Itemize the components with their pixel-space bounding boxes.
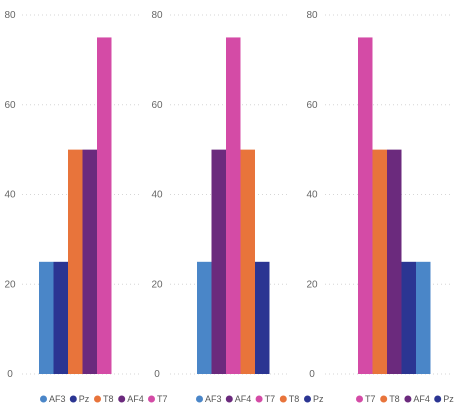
legend-label: T8 xyxy=(103,394,114,404)
bar-af4 xyxy=(211,149,226,374)
legend-label: AF4 xyxy=(235,394,252,404)
y-tick-label: 40 xyxy=(306,190,318,201)
legend-marker xyxy=(225,395,233,403)
bar-af4 xyxy=(387,149,402,374)
legend-label: T7 xyxy=(365,394,376,404)
bar-pz xyxy=(401,261,416,374)
y-tick-label: 20 xyxy=(4,279,16,290)
y-tick-label: 60 xyxy=(306,100,318,111)
legend-label: AF4 xyxy=(413,394,430,404)
bar-af3 xyxy=(416,261,431,374)
bar-pz xyxy=(255,261,270,374)
legend-marker xyxy=(94,395,101,403)
legend-label: Pz xyxy=(79,394,90,404)
y-tick-label: 0 xyxy=(154,369,160,380)
legend-marker xyxy=(380,395,388,403)
legend-label: AF3 xyxy=(49,394,66,404)
legend-label: T7 xyxy=(157,394,168,404)
y-tick-label: 40 xyxy=(4,190,16,201)
bar-pz xyxy=(53,261,68,374)
legend-marker xyxy=(279,395,287,403)
legend-marker xyxy=(434,395,442,403)
legend-marker xyxy=(196,395,203,403)
bar-af3 xyxy=(39,261,54,374)
bar-af3 xyxy=(197,261,212,374)
legend-marker xyxy=(404,395,412,403)
legend-label: AF4 xyxy=(127,394,144,404)
y-tick-label: 20 xyxy=(151,279,163,290)
bar-t8 xyxy=(68,149,83,374)
y-tick-label: 20 xyxy=(306,279,318,290)
legend-marker xyxy=(40,395,47,403)
y-tick-label: 60 xyxy=(151,100,163,111)
legend-marker xyxy=(304,395,311,403)
bar-t8 xyxy=(372,149,387,374)
bar-t8 xyxy=(240,149,255,374)
legend-label: AF3 xyxy=(205,394,222,404)
bar-t7 xyxy=(226,37,241,374)
y-tick-label: 0 xyxy=(7,369,13,380)
bar-t7 xyxy=(97,37,112,374)
legend-label: T7 xyxy=(265,394,276,404)
legend-marker xyxy=(356,395,363,403)
legend-label: Pz xyxy=(443,394,454,404)
legend-marker xyxy=(69,395,77,403)
y-tick-label: 80 xyxy=(306,10,318,21)
y-tick-label: 60 xyxy=(4,100,16,111)
legend-marker xyxy=(118,395,126,403)
y-tick-label: 40 xyxy=(151,190,163,201)
legend-label: T8 xyxy=(289,394,300,404)
legend-marker xyxy=(255,395,263,403)
bar-t7 xyxy=(358,37,373,374)
legend-marker xyxy=(148,395,155,403)
y-tick-label: 80 xyxy=(4,10,16,21)
legend-label: Pz xyxy=(313,394,324,404)
legend-label: T8 xyxy=(389,394,400,404)
y-tick-label: 0 xyxy=(309,369,315,380)
bar-af4 xyxy=(82,149,97,374)
y-tick-label: 80 xyxy=(151,10,163,21)
